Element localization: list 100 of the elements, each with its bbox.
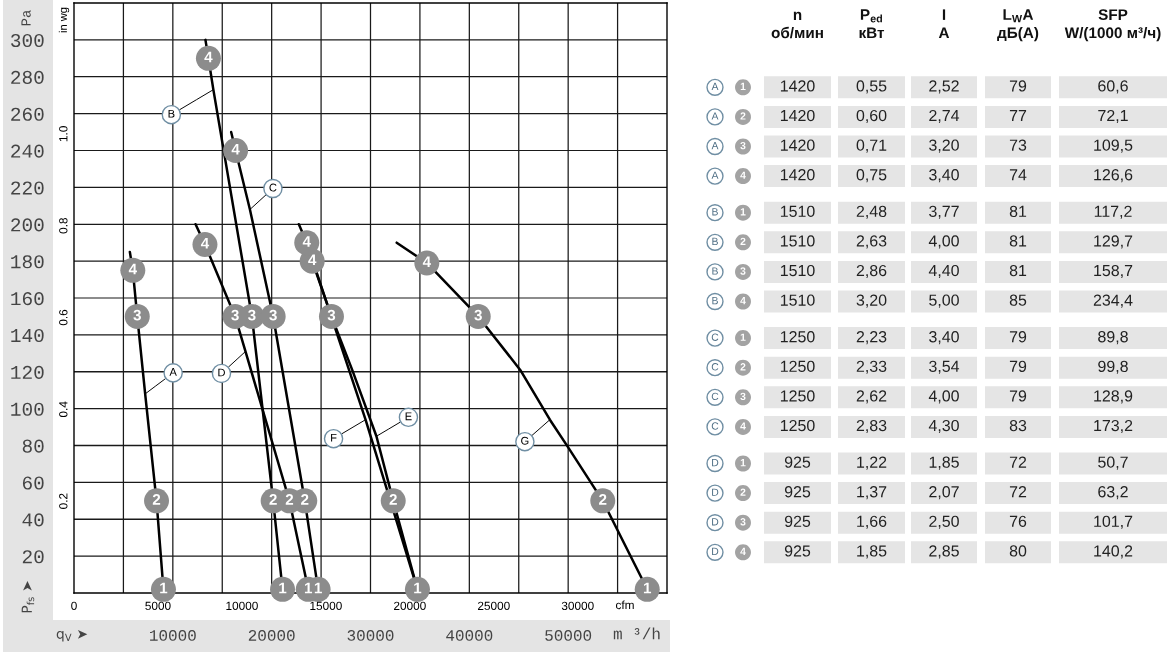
category-label: D (712, 518, 719, 526)
text: E (405, 412, 412, 421)
text: 1510 (780, 294, 815, 306)
text: 2,50 (929, 515, 959, 529)
annotation: 4 (200, 237, 210, 249)
text: 81 (1009, 235, 1027, 247)
annotation: 1 (304, 582, 313, 594)
text: 1420 (780, 139, 815, 151)
text: 126,6 (1094, 169, 1133, 183)
category-label: C (711, 363, 719, 371)
category-label: B (712, 297, 718, 305)
text: 925 (784, 545, 811, 557)
x-tick-label: 50000 (545, 630, 592, 641)
y-tick-label: 100 (11, 402, 44, 416)
category-label: 2 (740, 488, 746, 496)
text: 4,40 (928, 264, 959, 279)
category-label: 3 (740, 141, 746, 150)
category-label: C (711, 333, 719, 341)
text: 85 (1009, 294, 1027, 306)
text: 72 (1009, 486, 1027, 498)
x2-tick-label: 5000 (145, 601, 171, 610)
category-label: SFP W/(1000 м³/ч) (1064, 9, 1161, 42)
text: 2,74 (929, 109, 960, 124)
text: 3,20 (929, 139, 959, 153)
category-label: 3 (740, 518, 746, 526)
text: 109,5 (1094, 139, 1133, 153)
text: 3,77 (929, 205, 959, 219)
annotation: 3 (327, 309, 336, 321)
text: 0,75 (856, 169, 887, 183)
y-tick-label: 60 (22, 476, 44, 490)
text: 79 (1009, 360, 1027, 372)
x2-tick-label: 25000 (477, 601, 510, 610)
y-tick-label: 120 (11, 365, 44, 379)
text: 1250 (780, 331, 815, 343)
text: 234,4 (1093, 294, 1133, 308)
text: 2,83 (856, 419, 887, 434)
category-label: L$_{W}$A дБ(A) (997, 9, 1039, 42)
text: B (168, 109, 175, 118)
category-label: B (712, 237, 718, 245)
category-label: 3 (740, 392, 746, 401)
category-label: 2 (740, 112, 746, 120)
text: 925 (784, 515, 811, 527)
text: 72,1 (1098, 109, 1128, 124)
category-label: C (711, 392, 719, 401)
text: 1250 (780, 390, 815, 402)
text: 1,37 (857, 486, 887, 500)
x2-axis-title: cfm (615, 600, 634, 610)
annotation: 1 (314, 582, 322, 594)
category-label: 4 (740, 422, 746, 430)
text: 0,55 (856, 80, 887, 94)
text: 0,60 (856, 109, 887, 124)
category-label: 1 (740, 459, 746, 467)
text: 74 (1009, 169, 1027, 181)
x-tick-label: 40000 (446, 630, 493, 641)
text: 77 (1009, 110, 1027, 122)
category-label: 1 (740, 333, 746, 341)
text: 129,7 (1094, 235, 1133, 249)
text: 173,2 (1094, 419, 1133, 434)
text: 50,7 (1098, 456, 1128, 470)
category-label: D (712, 488, 719, 496)
text: 1510 (780, 264, 815, 277)
annotation: 2 (599, 494, 607, 505)
annotation: 4 (231, 143, 240, 155)
text: 80 (1009, 545, 1027, 557)
text: 76 (1009, 515, 1027, 527)
text: F (331, 433, 337, 442)
text: 925 (784, 486, 811, 498)
text: 72 (1009, 456, 1027, 468)
text: C (269, 183, 277, 192)
annotation: 2 (389, 494, 397, 505)
text: 73 (1009, 139, 1027, 151)
y-tick-label: 200 (11, 218, 44, 232)
x-axis-title: m ³/h (613, 627, 660, 640)
y-axis-title: Pa (21, 10, 31, 26)
x2-tick-label: 10000 (226, 601, 258, 610)
category-label: 4 (740, 171, 746, 179)
annotation: 4 (422, 256, 431, 267)
annotation: 2 (285, 494, 294, 505)
text: 4,00 (928, 390, 959, 404)
category-label: A (711, 82, 719, 90)
text: 81 (1009, 205, 1027, 217)
annotation: 1 (279, 582, 287, 594)
annotation: 4 (302, 236, 311, 247)
text: 2,48 (856, 205, 887, 219)
text: 158,7 (1094, 264, 1133, 279)
text: 4,30 (928, 419, 959, 434)
annotation: 3 (133, 309, 141, 321)
text: 3,54 (929, 360, 960, 374)
text: 1,66 (857, 515, 887, 529)
annotation: 2 (152, 494, 161, 505)
text: 89,8 (1098, 331, 1128, 345)
annotation: 3 (269, 309, 277, 321)
category-label: P$_{ed}$ кВт (859, 9, 885, 39)
category-label: D (712, 547, 719, 555)
text: 1,22 (857, 456, 887, 470)
category-label: 3 (740, 267, 746, 275)
text: 83 (1009, 419, 1027, 432)
category-label: I A (938, 9, 950, 39)
annotation: 3 (474, 309, 482, 321)
category-label: A (711, 112, 719, 120)
